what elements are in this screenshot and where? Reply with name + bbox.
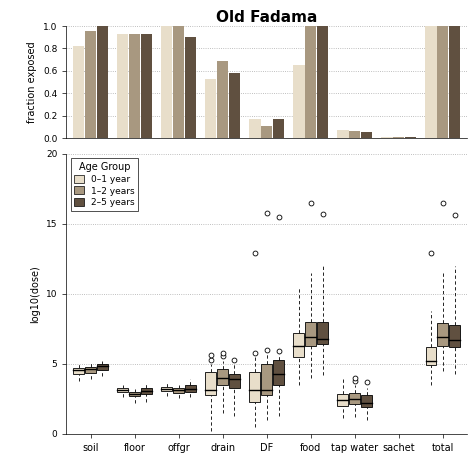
Bar — [205, 79, 217, 138]
Bar — [229, 374, 240, 388]
Bar — [161, 26, 173, 138]
Legend: 0–1 year, 1–2 years, 2–5 years: 0–1 year, 1–2 years, 2–5 years — [71, 158, 138, 211]
Bar — [217, 61, 228, 138]
Bar — [273, 359, 284, 385]
Title: Old Fadama: Old Fadama — [216, 10, 317, 25]
Bar — [129, 34, 140, 138]
Bar — [129, 392, 140, 396]
Bar — [118, 388, 128, 392]
Bar — [162, 387, 172, 391]
Bar — [437, 26, 448, 138]
Bar — [425, 26, 437, 138]
Bar — [249, 372, 260, 401]
Bar — [305, 322, 316, 346]
Bar — [185, 37, 196, 138]
Y-axis label: log10(dose): log10(dose) — [30, 265, 40, 323]
Bar — [85, 30, 96, 138]
Y-axis label: fraction exposed: fraction exposed — [27, 41, 37, 123]
Bar — [173, 26, 184, 138]
Bar — [173, 388, 184, 393]
Bar — [293, 65, 304, 138]
Bar — [185, 385, 196, 392]
Bar — [97, 364, 108, 370]
Bar — [261, 364, 272, 394]
Bar — [205, 372, 216, 394]
Bar — [449, 325, 460, 347]
Bar — [337, 130, 348, 138]
Bar — [405, 137, 416, 138]
Bar — [85, 366, 96, 373]
Bar — [349, 393, 360, 404]
Bar — [73, 368, 84, 374]
Bar — [273, 119, 284, 138]
Bar — [305, 26, 317, 138]
Bar — [249, 119, 261, 138]
Bar — [349, 131, 360, 138]
Bar — [73, 46, 84, 138]
Bar — [317, 322, 328, 344]
Bar — [449, 26, 460, 138]
Bar — [141, 34, 152, 138]
Bar — [361, 395, 372, 407]
Bar — [426, 347, 436, 365]
Bar — [337, 394, 348, 406]
Bar — [317, 26, 328, 138]
Bar — [117, 34, 128, 138]
Bar — [97, 26, 108, 138]
Bar — [293, 333, 304, 357]
Bar — [361, 132, 372, 138]
Bar — [393, 137, 404, 138]
Bar — [229, 73, 240, 138]
Bar — [217, 369, 228, 385]
Bar — [381, 137, 392, 138]
Bar — [438, 323, 448, 346]
Bar — [141, 388, 152, 394]
Bar — [261, 126, 273, 138]
